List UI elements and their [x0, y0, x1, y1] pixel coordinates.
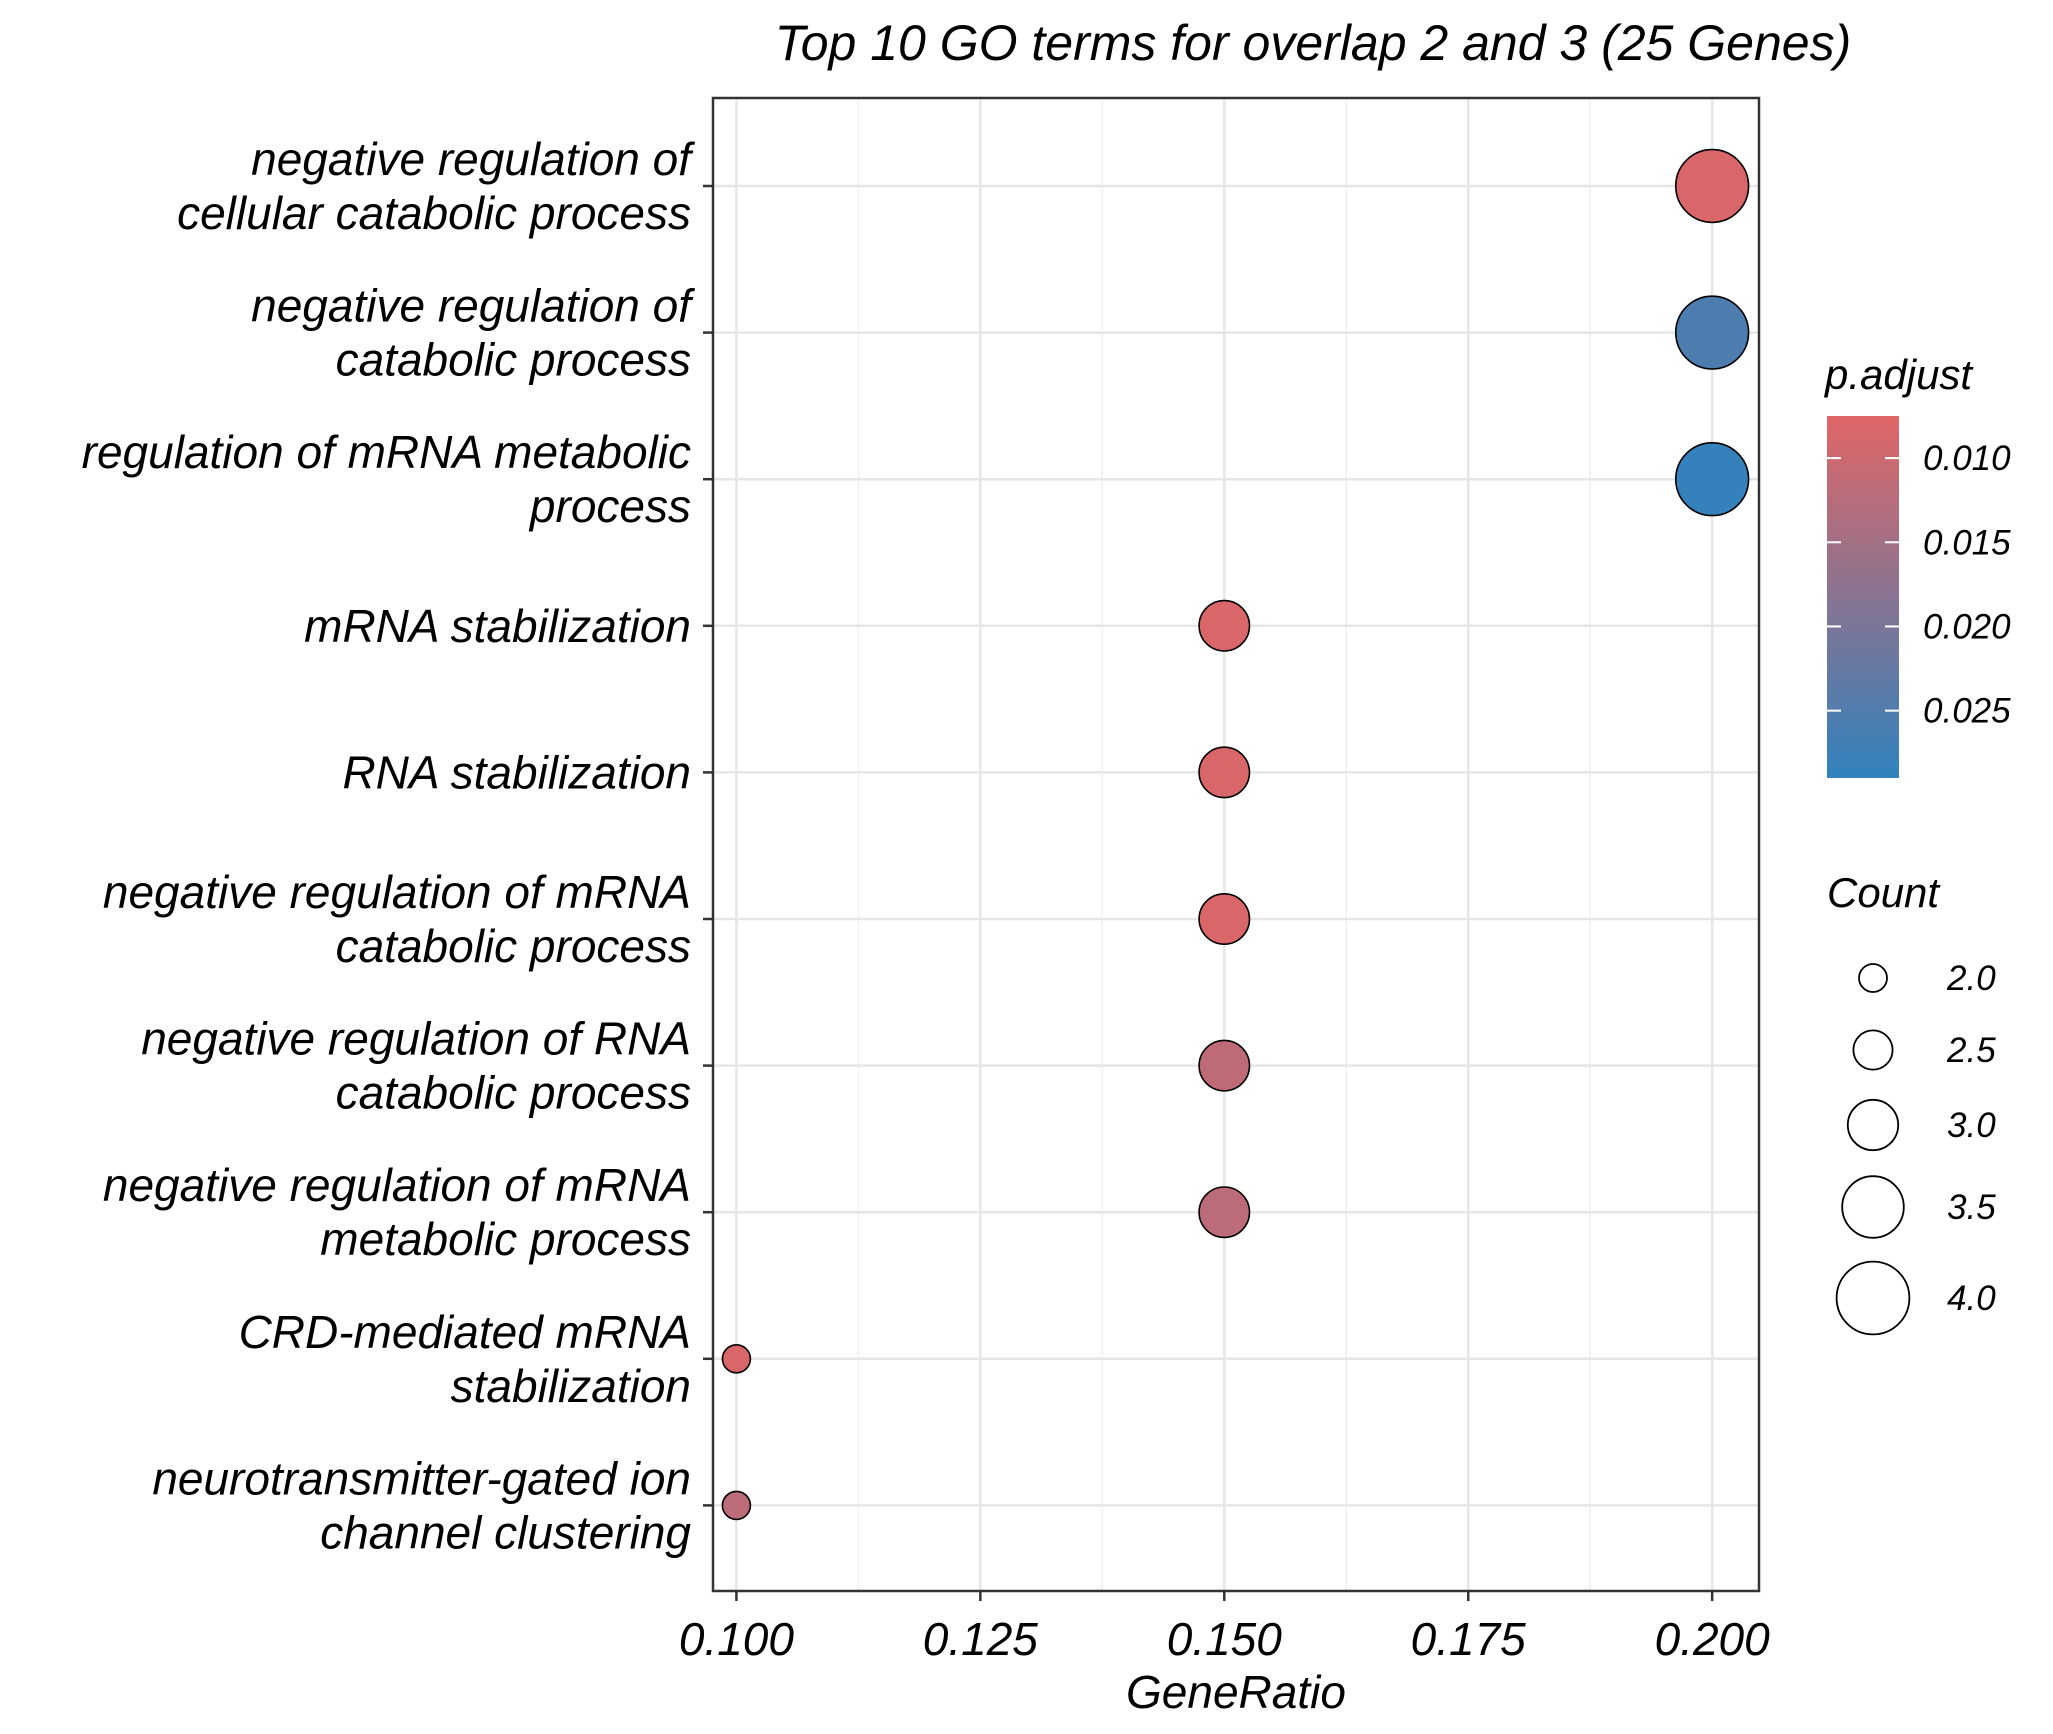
- data-point: [1198, 892, 1251, 945]
- size-key-label: 2.5: [1946, 1031, 1996, 1070]
- color-legend: p.adjust 0.010 0.015 0.020 0.025: [1823, 351, 2011, 778]
- plot-panel: [713, 98, 1759, 1591]
- y-tick-label: stabilization: [451, 1360, 691, 1412]
- y-tick-label: regulation of mRNA metabolic: [82, 426, 691, 478]
- color-legend-title: p.adjust: [1823, 351, 1974, 398]
- data-point: [1674, 442, 1750, 517]
- x-axis: 0.100 0.125 0.150 0.175 0.200: [679, 1591, 1770, 1665]
- data-point: [1198, 1186, 1251, 1239]
- size-key-label: 4.0: [1947, 1279, 1996, 1318]
- plot-border: [711, 96, 1761, 1593]
- x-tick-label: 0.125: [923, 1613, 1039, 1665]
- x-axis-title: GeneRatio: [1126, 1666, 1346, 1718]
- y-tick-label: metabolic process: [320, 1213, 691, 1265]
- size-legend: Count 2.0 2.5 3.0 3.5 4.0: [1827, 869, 1996, 1336]
- size-key-label: 3.0: [1947, 1106, 1996, 1145]
- size-key-circle: [1841, 1175, 1905, 1239]
- size-key-label: 3.5: [1947, 1188, 1996, 1227]
- size-key-circle: [1852, 1029, 1894, 1071]
- y-tick-label: catabolic process: [336, 920, 691, 972]
- data-point: [1674, 295, 1750, 370]
- color-legend-bar: [1827, 416, 1899, 778]
- y-tick-label: catabolic process: [336, 1067, 691, 1119]
- data-point: [1674, 148, 1750, 224]
- y-tick-label: negative regulation of RNA: [141, 1013, 691, 1065]
- color-legend-ticks: 0.010 0.015 0.020 0.025: [1827, 439, 2011, 731]
- data-point: [721, 1344, 752, 1374]
- y-tick-label: catabolic process: [336, 334, 691, 386]
- x-tick-label: 0.175: [1411, 1613, 1527, 1665]
- data-points: [721, 148, 1750, 1521]
- y-tick-label: RNA stabilization: [342, 746, 691, 798]
- x-tick-label: 0.150: [1167, 1613, 1283, 1665]
- data-point: [721, 1490, 752, 1521]
- y-tick-label: negative regulation of: [251, 280, 695, 332]
- color-tick-label: 0.020: [1923, 607, 2011, 646]
- data-point: [1198, 599, 1251, 652]
- x-tick-label: 0.100: [679, 1613, 795, 1665]
- size-legend-title: Count: [1827, 869, 1941, 916]
- color-tick-label: 0.025: [1923, 692, 2011, 731]
- y-tick-label: negative regulation of mRNA: [103, 866, 691, 918]
- y-tick-label: negative regulation of mRNA: [103, 1159, 691, 1211]
- color-tick-label: 0.015: [1923, 523, 2011, 562]
- y-tick-label: process: [528, 480, 691, 532]
- size-key-circle: [1846, 1098, 1900, 1152]
- size-key-circle: [1858, 963, 1888, 993]
- size-key-label: 2.0: [1946, 959, 1996, 998]
- chart-title: Top 10 GO terms for overlap 2 and 3 (25 …: [775, 15, 1852, 71]
- color-tick-label: 0.010: [1923, 439, 2011, 478]
- y-tick-label: neurotransmitter-gated ion: [152, 1452, 691, 1504]
- y-tick-label: cellular catabolic process: [177, 187, 691, 239]
- data-point: [1198, 746, 1251, 799]
- y-tick-label: negative regulation of: [251, 133, 695, 185]
- size-key-circle: [1835, 1260, 1911, 1336]
- y-tick-label: mRNA stabilization: [304, 600, 691, 652]
- data-point: [1198, 1039, 1251, 1092]
- y-tick-label: channel clustering: [320, 1506, 691, 1558]
- x-tick-label: 0.200: [1655, 1613, 1771, 1665]
- y-tick-label: CRD-mediated mRNA: [239, 1306, 691, 1358]
- size-legend-keys: 2.0 2.5 3.0 3.5 4.0: [1835, 959, 1996, 1336]
